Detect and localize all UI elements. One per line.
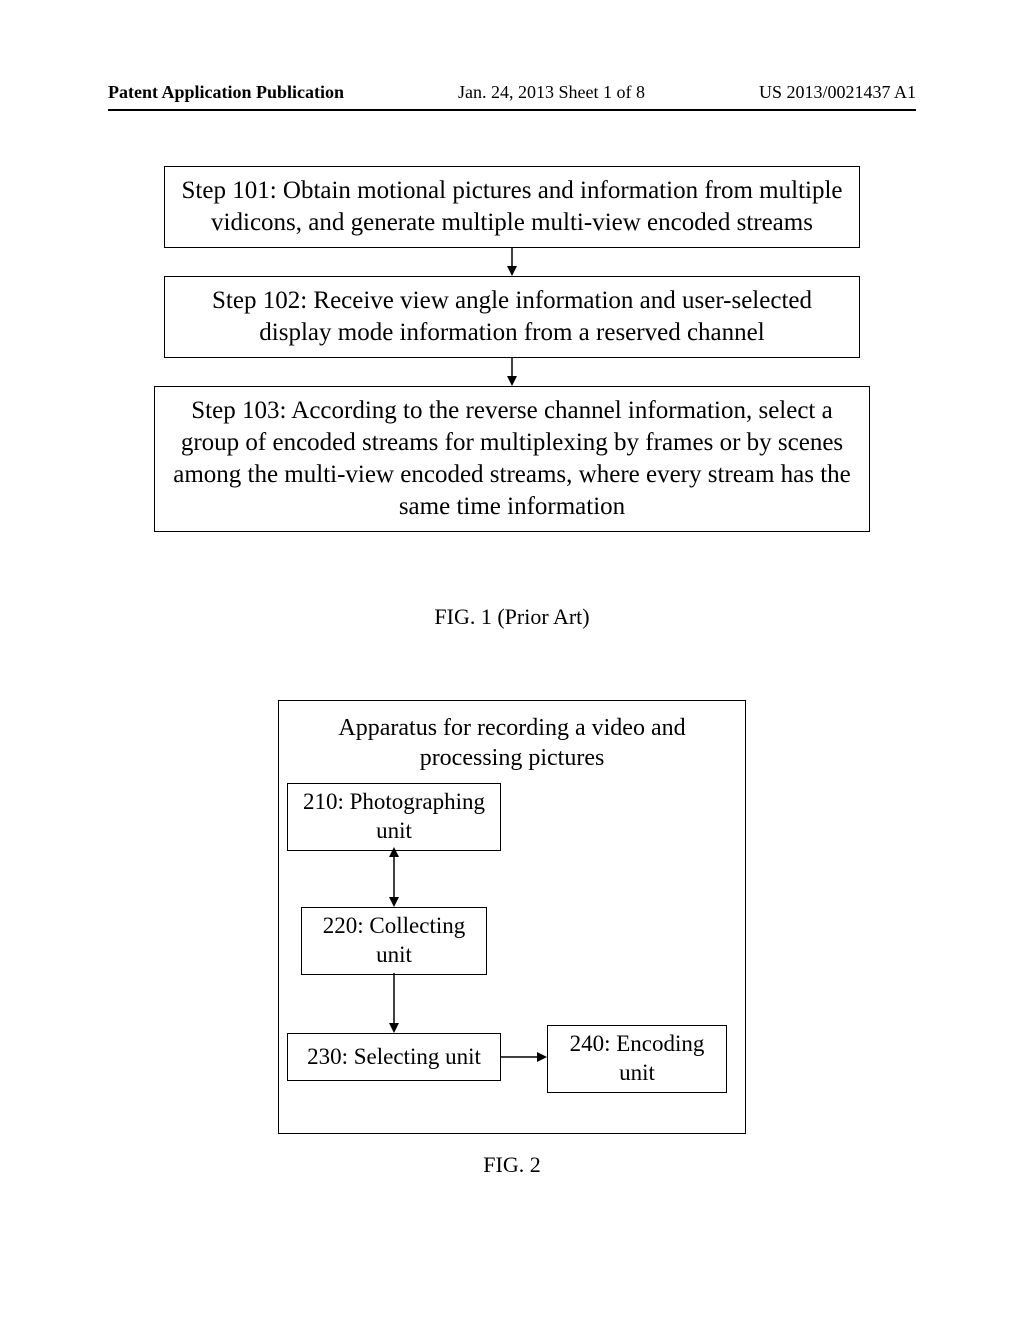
fig2-caption: FIG. 2 — [0, 1152, 1024, 1178]
arrow-230-240 — [501, 1047, 549, 1067]
step-103-box: Step 103: According to the reverse chann… — [154, 386, 870, 532]
header-center: Jan. 24, 2013 Sheet 1 of 8 — [458, 82, 645, 103]
photographing-unit-box: 210: Photographing unit — [287, 783, 501, 851]
step-101-box: Step 101: Obtain motional pictures and i… — [164, 166, 860, 248]
arrow-102-103 — [164, 358, 860, 386]
page: Patent Application Publication Jan. 24, … — [0, 0, 1024, 1320]
fig1-caption: FIG. 1 (Prior Art) — [0, 604, 1024, 630]
arrow-101-102 — [164, 248, 860, 276]
arrow-220-230 — [384, 973, 404, 1035]
header-left: Patent Application Publication — [108, 82, 344, 103]
header-right: US 2013/0021437 A1 — [759, 82, 916, 103]
encoding-unit-box: 240: Encoding unit — [547, 1025, 727, 1093]
collecting-unit-box: 220: Collecting unit — [301, 907, 487, 975]
selecting-unit-box: 230: Selecting unit — [287, 1033, 501, 1081]
fig1-flowchart: Step 101: Obtain motional pictures and i… — [164, 166, 860, 532]
fig2-inner: 210: Photographing unit 220: Collecting … — [291, 779, 733, 1109]
fig2-diagram: Apparatus for recording a video and proc… — [278, 700, 746, 1134]
fig2-title: Apparatus for recording a video and proc… — [299, 713, 725, 773]
arrow-210-220 — [384, 847, 404, 909]
page-header: Patent Application Publication Jan. 24, … — [108, 82, 916, 111]
step-102-box: Step 102: Receive view angle information… — [164, 276, 860, 358]
